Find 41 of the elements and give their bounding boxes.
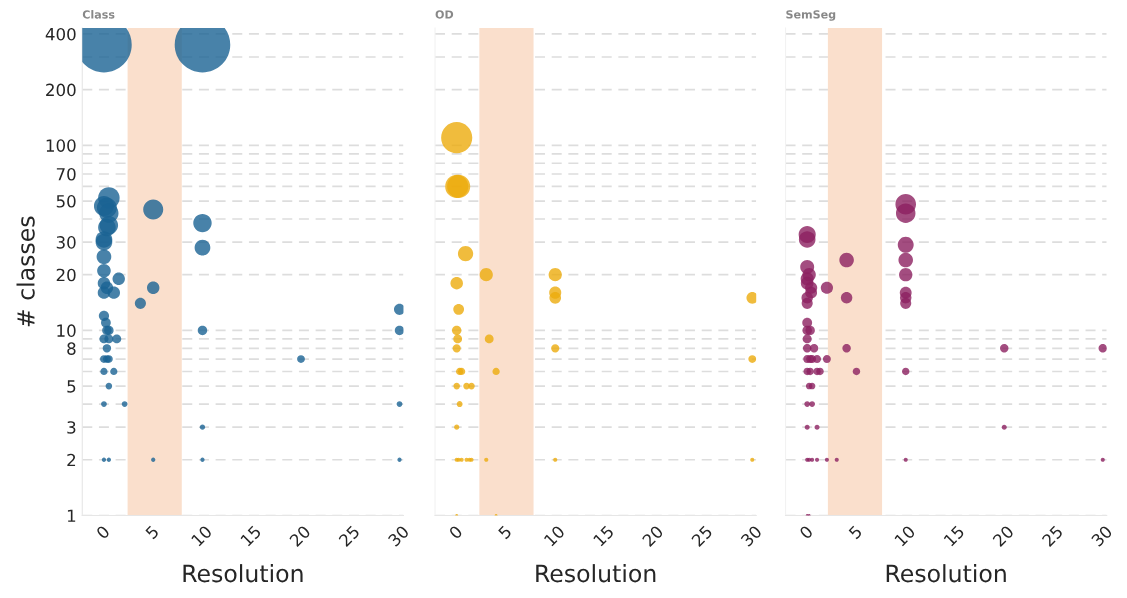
y-tick-label: 50 <box>56 195 76 208</box>
x-tick-label: 0 <box>95 524 111 540</box>
x-tick-label: 0 <box>448 524 464 540</box>
y-tick-label: 10 <box>57 324 76 337</box>
x-axis-title: Resolution <box>536 564 656 583</box>
x-tick-label: 30 <box>740 524 763 548</box>
x-tick-label: 25 <box>338 525 361 548</box>
x-tick-label: 20 <box>288 524 312 548</box>
x-tick-label: 5 <box>497 525 513 540</box>
x-axis-title: Resolution <box>886 564 1006 583</box>
x-tick-label: 10 <box>190 524 213 547</box>
chart-title: SemSeg <box>786 10 836 21</box>
y-tick-label: 5 <box>67 380 76 393</box>
x-tick-label: 30 <box>387 524 410 548</box>
y-tick-label: 400 <box>45 27 76 41</box>
x-tick-label: 10 <box>894 524 916 547</box>
y-tick-label: 3 <box>67 421 76 434</box>
x-tick-label: 5 <box>145 525 160 540</box>
x-tick-label: 15 <box>943 525 965 547</box>
x-tick-label: 30 <box>1090 524 1113 548</box>
x-tick-label: 15 <box>592 525 615 547</box>
x-tick-label: 0 <box>798 524 814 540</box>
x-tick-label: 20 <box>641 524 664 548</box>
x-tick-label: 5 <box>848 525 863 540</box>
y-tick-label: 1 <box>67 509 76 522</box>
y-tick-label: 20 <box>56 268 76 282</box>
y-tick-label: 200 <box>46 83 76 97</box>
chart-title: OD <box>435 10 454 19</box>
y-axis-title: # classes <box>16 216 35 327</box>
y-tick-label: 70 <box>56 167 76 181</box>
y-tick-label: 100 <box>46 139 76 152</box>
x-axis-title: Resolution <box>183 564 303 583</box>
y-tick-label: 2 <box>67 453 76 467</box>
x-tick-label: 25 <box>1041 525 1064 548</box>
x-tick-label: 20 <box>992 524 1015 548</box>
y-tick-label: 8 <box>67 342 76 355</box>
y-tick-label: 30 <box>56 236 76 249</box>
chart-title: Class <box>82 10 115 19</box>
x-tick-label: 15 <box>240 525 262 547</box>
x-tick-label: 25 <box>690 525 713 548</box>
x-tick-label: 10 <box>543 524 566 547</box>
